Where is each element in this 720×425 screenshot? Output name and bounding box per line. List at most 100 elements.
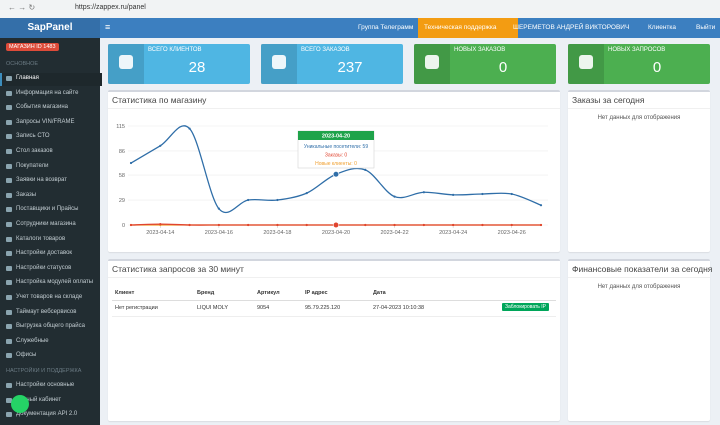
data-point	[510, 223, 513, 227]
menu-icon	[6, 338, 12, 344]
data-point	[393, 223, 396, 227]
menu-icon	[6, 192, 12, 198]
data-point	[305, 223, 308, 227]
menu-icon	[6, 163, 12, 169]
header-link[interactable]: Группа Телеграмм	[358, 24, 414, 31]
menu-icon	[6, 222, 12, 227]
panel-divider	[568, 277, 710, 278]
data-point	[217, 207, 220, 210]
menu-item[interactable]: Настройки основные	[16, 382, 75, 388]
menu-item[interactable]: Информация на сайте	[16, 89, 79, 96]
stat-label: НОВЫХ ЗАПРОСОВ	[608, 47, 666, 53]
panel-divider	[108, 277, 560, 278]
data-point	[247, 198, 250, 202]
table-header: Бренд	[197, 290, 215, 296]
stat-value: 28	[188, 59, 206, 76]
tooltip-line: Новые клиенты: 0	[315, 161, 357, 167]
data-point	[364, 168, 367, 172]
menu-icon	[6, 265, 12, 271]
finance-panel	[568, 259, 710, 421]
y-tick-label: 29	[119, 198, 125, 204]
x-tick-label: 2023-04-22	[381, 230, 409, 236]
menu-item[interactable]: Настройки статусов	[16, 264, 72, 271]
menu-item[interactable]: Служебные	[16, 337, 49, 344]
table-head-line	[112, 300, 556, 301]
nav-arrows[interactable]: ← → ↻	[8, 3, 36, 12]
tooltip-header	[298, 131, 374, 140]
menu-icon	[6, 119, 12, 125]
menu-toggle[interactable]: ≡	[105, 22, 111, 32]
data-point	[481, 223, 484, 227]
table-header: Клиент	[115, 290, 135, 296]
orders-today-panel	[568, 90, 710, 252]
header-link[interactable]: Выйти	[696, 24, 716, 31]
block-ip-button[interactable]: Заблокировать IP	[502, 303, 550, 311]
url[interactable]: https://zappex.ru/panel	[75, 4, 146, 11]
header-link[interactable]: Клиентка	[648, 24, 676, 31]
menu-item[interactable]: Учет товаров на складе	[16, 294, 83, 300]
menu-item[interactable]: Настройка модулей оплаты	[16, 279, 94, 286]
data-point	[188, 223, 191, 227]
menu-item[interactable]: Запись СТО	[16, 133, 50, 140]
menu-icon	[6, 149, 12, 154]
panel-title: Заказы за сегодня	[572, 95, 645, 105]
data-point	[452, 193, 455, 196]
menu-icon	[6, 309, 12, 315]
data-point	[452, 223, 455, 227]
table-cell: LIQUI MOLY	[197, 305, 229, 311]
header-link[interactable]: Техническая поддержка	[418, 18, 518, 38]
stat-icon	[425, 55, 439, 69]
data-point	[129, 161, 133, 165]
empty-note: Нет данных для отображения	[597, 115, 681, 121]
whatsapp[interactable]	[11, 395, 29, 413]
menu-item[interactable]: Документация API 2.0	[16, 411, 78, 418]
menu-item[interactable]: Поставщики и Прайсы	[16, 206, 79, 213]
stat-value: 0	[652, 59, 662, 76]
menu-item[interactable]: Покупатели	[16, 162, 49, 169]
menu-item[interactable]: Сотрудники магазина	[16, 221, 76, 227]
menu-item[interactable]: Заявки на возврат	[16, 177, 67, 184]
tooltip-line: Уникальные посетители: 59	[304, 144, 368, 150]
stat-value: 0	[498, 59, 508, 76]
tooltip-title: 2023-04-20	[322, 134, 350, 140]
header-link[interactable]: ШЕРЕМЕТОВ АНДРЕЙ ВИКТОРОВИЧ	[513, 24, 630, 31]
menu-item[interactable]: Выгрузка общего прайса	[16, 323, 85, 330]
shop-badge: МАГАЗИН ID 1483	[6, 43, 59, 51]
menu-item[interactable]: Заказы	[16, 191, 37, 198]
data-point	[510, 192, 513, 196]
menu-icon	[6, 76, 12, 81]
menu-item[interactable]: События магазина	[16, 104, 68, 111]
data-point	[247, 223, 250, 227]
table-cell: 9054	[257, 305, 270, 311]
menu-item[interactable]: Главная	[16, 75, 39, 81]
sidebar	[0, 38, 100, 425]
x-tick-label: 2023-04-18	[263, 230, 291, 236]
menu-item[interactable]: Офисы	[16, 352, 37, 359]
menu-item[interactable]: Запросы VIN/FRAME	[16, 118, 75, 125]
data-point	[305, 192, 308, 195]
menu-item[interactable]: Личный кабинет	[16, 396, 62, 403]
table-header: Артикул	[257, 290, 280, 296]
menu-icon	[6, 397, 12, 403]
panel-divider	[108, 108, 560, 109]
menu-item[interactable]: Каталоги товаров	[16, 235, 66, 242]
panel-title: Статистика запросов за 30 минут	[112, 264, 244, 274]
y-tick-label: 0	[122, 223, 125, 229]
panel-divider	[568, 108, 710, 109]
requests-panel	[108, 259, 560, 421]
menu-item[interactable]: Стол заказов	[16, 148, 53, 154]
menu-item[interactable]: Настройки доставок	[16, 250, 73, 257]
table-row-line	[112, 316, 556, 317]
data-point	[364, 223, 367, 227]
stat-icon	[579, 55, 593, 69]
logo[interactable]: SapPanel	[0, 18, 100, 38]
data-point	[393, 195, 396, 198]
x-tick-label: 2023-04-20	[322, 230, 350, 236]
data-point	[422, 223, 425, 227]
data-point	[539, 204, 543, 207]
menu-item[interactable]: Таймаут вебсервисов	[16, 308, 77, 315]
data-point	[276, 198, 279, 202]
menu-icon	[6, 251, 12, 257]
